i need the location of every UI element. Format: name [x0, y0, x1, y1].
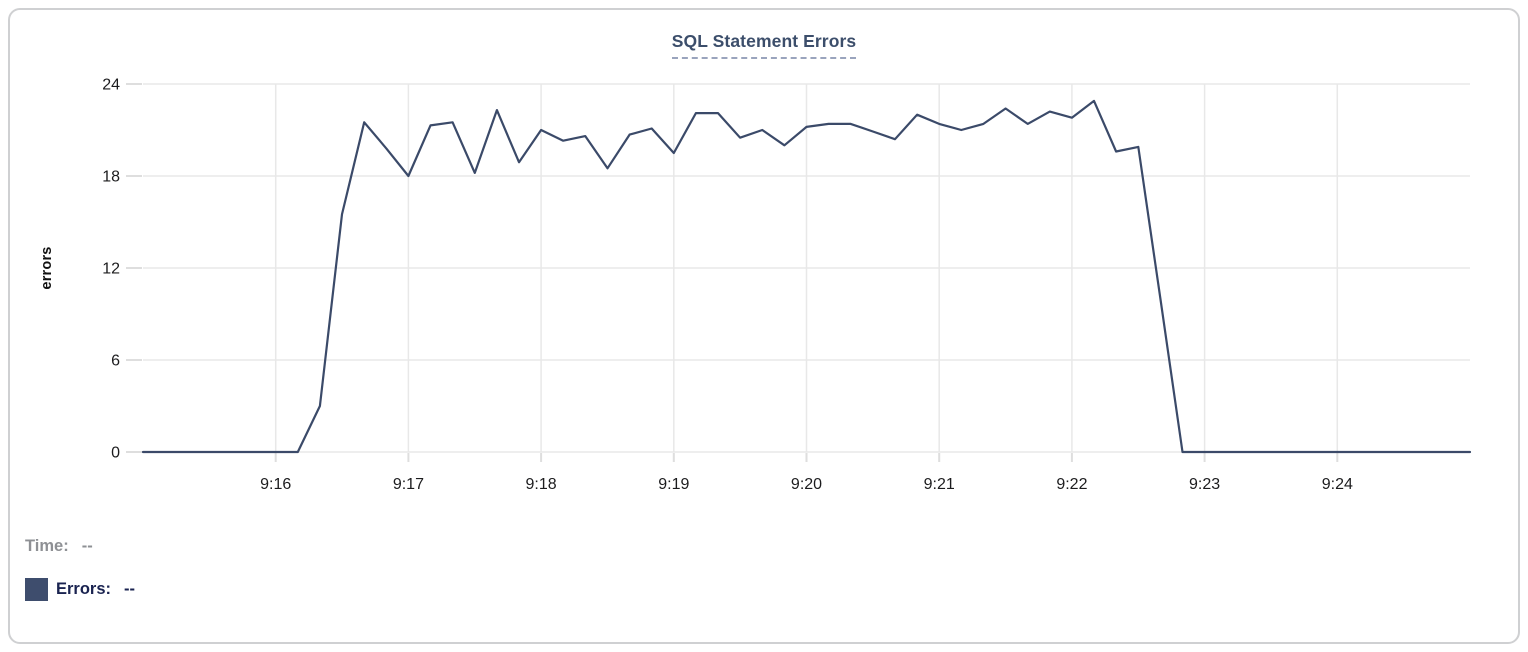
errors-series-line: [141, 99, 1472, 454]
y-tick-label: 18: [102, 169, 120, 186]
time-readout-row: Time: --: [25, 537, 135, 556]
chart-title-wrap: SQL Statement Errors: [0, 31, 1528, 59]
y-tick-label: 12: [102, 261, 120, 278]
x-tick-label: 9:17: [393, 476, 424, 493]
x-tick-label: 9:19: [658, 476, 689, 493]
y-axis-label: errors: [39, 246, 55, 290]
y-tick-label: 24: [102, 77, 120, 94]
x-tick-label: 9:22: [1056, 476, 1087, 493]
chart-title[interactable]: SQL Statement Errors: [671, 31, 857, 59]
x-tick-label: 9:21: [924, 476, 955, 493]
chart-card: [8, 8, 1520, 644]
x-tick-label: 9:23: [1189, 476, 1220, 493]
x-tick-label: 9:24: [1322, 476, 1353, 493]
x-tick-label: 9:16: [260, 476, 291, 493]
x-tick-label: 9:18: [526, 476, 557, 493]
time-label: Time:: [25, 537, 69, 555]
errors-series-swatch: [25, 578, 48, 601]
time-value: --: [81, 537, 93, 555]
x-tick-label: 9:20: [791, 476, 822, 493]
y-tick-label: 0: [111, 445, 120, 462]
errors-value: --: [124, 580, 136, 598]
hover-readout: Time: -- Errors: --: [25, 537, 135, 601]
errors-label: Errors:: [56, 580, 112, 598]
errors-readout-row: Errors: --: [25, 578, 135, 601]
y-tick-label: 6: [111, 353, 120, 370]
plot-area[interactable]: [143, 84, 1470, 452]
